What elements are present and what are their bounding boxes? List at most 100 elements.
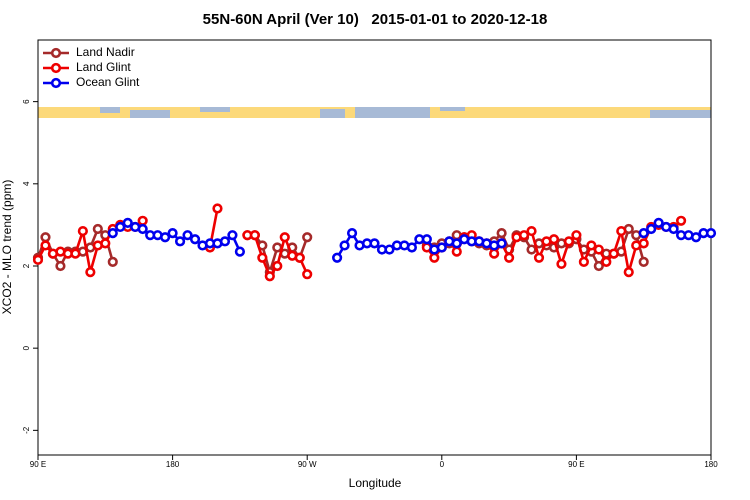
legend-label: Land Nadir [76,45,135,59]
data-point [77,225,88,237]
data-point [40,240,51,251]
x-axis-label: Longitude [349,476,402,490]
y-axis-label: XCO2 - MLO trend (ppm) [0,180,14,315]
land-ocean-strip [38,107,711,118]
data-point [369,238,380,249]
data-point [571,230,582,241]
data-point [219,236,231,247]
data-point [616,225,627,237]
legend-label: Land Glint [76,60,131,74]
ocean-patch [100,107,120,113]
data-point [115,221,126,233]
data-point [346,228,358,239]
data-point [601,256,612,267]
data-point [421,234,432,245]
data-point [638,256,649,267]
data-point [496,238,507,249]
data-point [489,248,500,259]
data-point [257,252,268,263]
x-tick-label: 90 E [30,460,46,469]
data-point [137,223,148,235]
y-tick-label: 4 [22,181,31,186]
data-point [189,234,201,245]
data-point [623,267,634,278]
data-point [548,234,560,245]
chart-title: 55N-60N April (Ver 10) 2015-01-01 to 202… [203,11,548,28]
data-point [384,244,395,255]
data-point [55,260,66,272]
y-tick-label: -2 [22,426,31,434]
data-point [227,230,238,241]
data-point [638,228,649,239]
ocean-patch [130,110,170,118]
data-point [212,203,223,214]
legend-marker [50,77,62,89]
data-point [563,236,575,247]
data-point [593,244,604,255]
data-point [675,215,687,226]
data-point [429,252,440,263]
data-point [100,238,111,249]
data-point [705,228,717,239]
data-point [70,248,81,259]
data-point [160,232,171,243]
data-point [504,252,515,263]
x-tick-label: 90 E [568,460,584,469]
plot-frame [37,39,712,456]
y-tick-label: 6 [22,99,31,104]
data-point [646,223,657,235]
data-point [638,238,649,249]
y-tick-label: 0 [22,345,31,350]
ocean-patch [355,107,430,118]
x-tick-label: 180 [704,460,718,469]
x-tick-label: 0 [440,460,445,469]
data-point [302,269,313,280]
data-point [182,230,193,241]
data-point [578,256,589,267]
data-point [593,260,604,272]
data-point [249,230,260,241]
data-point [496,228,507,239]
legend-marker [50,47,62,59]
data-point [107,256,118,267]
data-point [32,254,44,265]
y-tick-label: 2 [22,263,31,268]
data-point [406,242,417,253]
data-point [107,228,118,239]
data-point [85,267,96,278]
legend-label: Ocean Glint [76,75,140,89]
data-point [332,252,343,263]
data-point [272,242,283,253]
data-point [451,238,462,249]
data-point [279,232,290,243]
data-point [690,232,702,243]
x-tick-label: 90 W [298,460,317,469]
data-point [526,225,537,237]
data-point [302,232,313,243]
ocean-patch [440,107,465,111]
data-point [137,215,148,226]
data-point [234,246,245,257]
data-point [122,217,133,228]
data-point [668,223,679,235]
data-point [92,223,103,235]
ocean-patch [320,109,345,118]
data-point [272,260,283,272]
data-point [339,240,350,251]
data-point [264,271,275,282]
data-point [653,217,664,228]
data-point [167,228,178,239]
data-point [608,248,619,259]
data-point [526,244,537,255]
legend-marker [50,62,62,74]
ocean-patch [200,107,230,112]
data-point [40,232,51,243]
data-point [556,258,567,270]
data-point [451,246,462,257]
data-point [533,252,545,263]
data-point [174,236,186,247]
data-point [518,230,530,241]
ocean-patch [650,110,711,118]
